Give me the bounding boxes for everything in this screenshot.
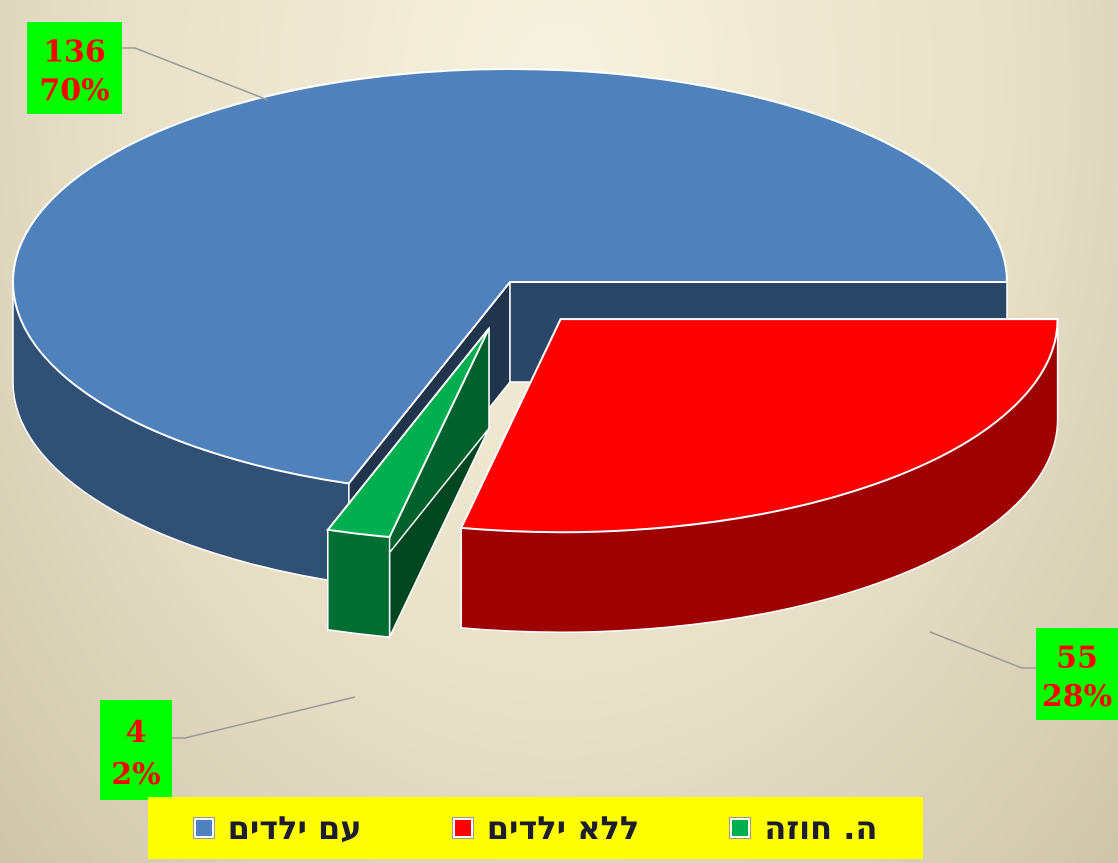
legend-item: ה. חוזה [729,809,878,847]
data-label: 28% [1042,679,1112,714]
legend-label: ה. חוזה [764,809,878,847]
legend-swatch [729,817,752,839]
data-label: 4 [126,715,147,750]
legend-label: ללא ילדים [486,809,640,847]
leader-line [929,631,1036,669]
slice [12,68,1009,485]
legend-item: עם ילדים [192,809,362,847]
legend: עם ילדים ללא ילדים ה. חוזה [148,797,923,859]
slice-side [327,528,391,638]
data-label-box [100,700,172,800]
slice [459,318,1059,534]
legend-swatch [451,817,474,839]
leader-line [172,696,356,739]
legend-item: ללא ילדים [451,809,640,847]
data-label: 70% [39,73,109,108]
data-label: 136 [43,34,106,69]
data-label: 55 [1056,640,1098,675]
data-label-box [1036,628,1118,720]
data-label-box [27,22,122,114]
slice [325,327,490,539]
leader-line [122,47,269,101]
data-label: 2% [111,757,160,792]
legend-label: עם ילדים [227,809,362,847]
legend-swatch [192,817,215,839]
